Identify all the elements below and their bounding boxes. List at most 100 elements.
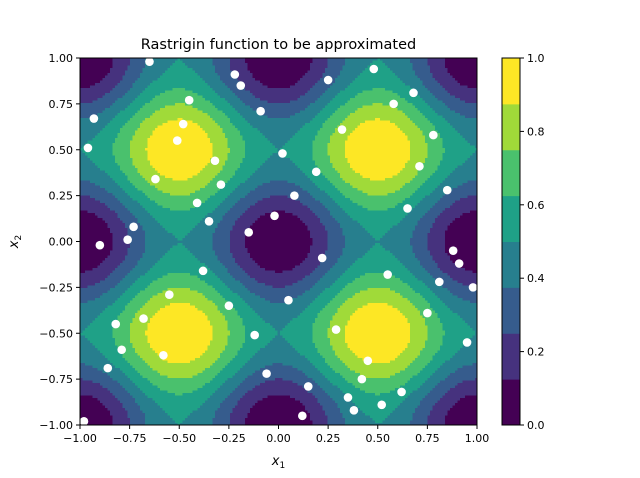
contour-cell: [87, 320, 91, 324]
contour-cell: [82, 390, 86, 394]
contour-cell: [82, 313, 86, 317]
contour-cell: [92, 143, 96, 147]
contour-cell: [112, 65, 116, 69]
contour-cell: [87, 195, 91, 199]
contour-cell: [107, 420, 111, 424]
contour-cell: [125, 153, 129, 157]
contour-cell: [110, 370, 114, 374]
contour-cell: [92, 213, 96, 217]
contour-cell: [87, 163, 91, 167]
contour-cell: [117, 150, 121, 154]
contour-cell: [97, 248, 101, 252]
contour-cell: [87, 183, 91, 187]
contour-cell: [122, 178, 126, 182]
contour-cell: [117, 415, 121, 419]
contour-cell: [95, 135, 99, 139]
contour-cell: [115, 288, 119, 292]
contour-cell: [107, 143, 111, 147]
contour-cell: [115, 418, 119, 422]
contour-cell: [120, 308, 124, 312]
contour-cell: [117, 158, 121, 162]
contour-cell: [100, 263, 104, 267]
contour-cell: [90, 198, 94, 202]
contour-cell: [100, 88, 104, 92]
contour-cell: [80, 353, 84, 357]
contour-cell: [85, 400, 89, 404]
contour-cell: [107, 228, 111, 232]
contour-cell: [100, 328, 104, 332]
contour-cell: [97, 123, 101, 127]
contour-cell: [105, 240, 109, 244]
contour-cell: [112, 303, 116, 307]
contour-cell: [112, 118, 116, 122]
contour-cell: [90, 143, 94, 147]
contour-cell: [82, 135, 86, 139]
contour-cell: [117, 230, 121, 234]
contour-cell: [120, 90, 124, 94]
contour-cell: [85, 333, 89, 337]
contour-cell: [97, 325, 101, 329]
contour-cell: [87, 375, 91, 379]
contour-cell: [90, 225, 94, 229]
contour-cell: [100, 173, 104, 177]
contour-cell: [87, 338, 91, 342]
contour-cell: [87, 400, 91, 404]
contour-cell: [120, 203, 124, 207]
contour-cell: [120, 420, 124, 424]
contour-cell: [120, 285, 124, 289]
contour-cell: [112, 343, 116, 347]
contour-cell: [112, 135, 116, 139]
contour-cell: [85, 330, 89, 334]
contour-cell: [87, 325, 91, 329]
contour-cell: [80, 228, 84, 232]
contour-cell: [95, 120, 99, 124]
contour-cell: [97, 343, 101, 347]
contour-cell: [82, 73, 86, 77]
contour-cell: [122, 318, 126, 322]
contour-cell: [92, 223, 96, 227]
contour-cell: [110, 183, 114, 187]
contour-cell: [80, 63, 84, 67]
contour-cell: [125, 200, 129, 204]
contour-cell: [80, 393, 84, 397]
contour-cell: [125, 185, 129, 189]
contour-cell: [90, 178, 94, 182]
contour-cell: [97, 140, 101, 144]
contour-cell: [112, 365, 116, 369]
contour-cell: [120, 258, 124, 262]
contour-cell: [95, 303, 99, 307]
contour-cell: [92, 288, 96, 292]
contour-cell: [105, 185, 109, 189]
contour-cell: [120, 245, 124, 249]
contour-cell: [125, 175, 129, 179]
contour-cell: [102, 123, 106, 127]
contour-cell: [107, 358, 111, 362]
contour-cell: [122, 368, 126, 372]
contour-cell: [115, 380, 119, 384]
contour-cell: [87, 153, 91, 157]
contour-cell: [112, 208, 116, 212]
contour-cell: [100, 128, 104, 132]
contour-cell: [122, 365, 126, 369]
contour-cell: [102, 205, 106, 209]
contour-cell: [87, 125, 91, 129]
contour-cell: [105, 408, 109, 412]
contour-cell: [92, 413, 96, 417]
contour-cell: [122, 320, 126, 324]
contour-cell: [97, 420, 101, 424]
contour-cell: [95, 168, 99, 172]
contour-cell: [95, 265, 99, 269]
contour-cell: [95, 258, 99, 262]
contour-cell: [117, 255, 121, 259]
contour-cell: [92, 420, 96, 424]
contour-cell: [125, 133, 129, 137]
contour-cell: [95, 345, 99, 349]
contour-cell: [100, 175, 104, 179]
contour-cell: [122, 60, 126, 64]
contour-cell: [122, 248, 126, 252]
contour-cell: [82, 188, 86, 192]
contour-cell: [90, 83, 94, 87]
contour-cell: [85, 393, 89, 397]
contour-cell: [105, 190, 109, 194]
contour-cell: [120, 278, 124, 282]
